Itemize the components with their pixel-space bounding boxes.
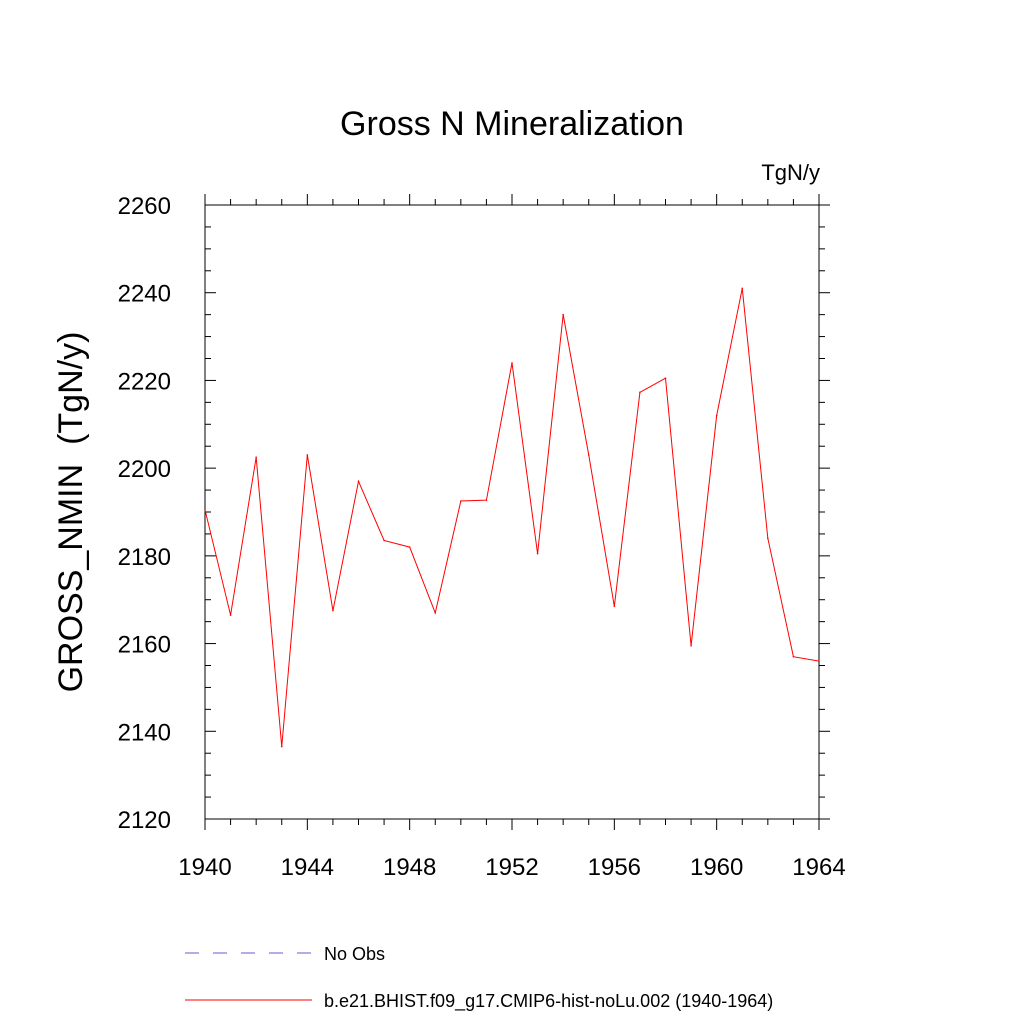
y-tick-label: 2140 — [118, 719, 171, 746]
x-tick-label: 1944 — [281, 854, 334, 881]
x-tick-label: 1940 — [178, 854, 231, 881]
x-tick-label: 1956 — [588, 854, 641, 881]
axis-ticks: 1940 1944 1948 1952 1956 1960 1964 2120 2140 2160… — [118, 193, 846, 881]
data-point — [587, 454, 590, 456]
x-tick-label: 1964 — [792, 854, 845, 881]
chart-title: Gross N Mineralization — [340, 105, 684, 143]
legend-label: No Obs — [324, 944, 385, 964]
y-axis-label: GROSS_NMIN (TgN/y) — [52, 332, 90, 693]
data-point — [767, 537, 769, 540]
y-tick-label: 2200 — [118, 456, 171, 483]
data-point — [204, 509, 206, 511]
y-tick-label: 2260 — [118, 193, 171, 220]
x-tick-label: 1960 — [690, 854, 743, 881]
data-point — [613, 605, 616, 608]
data-point — [357, 480, 360, 483]
data-point — [536, 552, 539, 555]
y-tick-label: 2240 — [118, 281, 171, 308]
data-point — [715, 414, 718, 417]
data-point — [664, 377, 667, 380]
y-tick-label: 2220 — [118, 368, 171, 395]
x-tick-label: 1948 — [383, 854, 436, 881]
data-point — [792, 655, 795, 658]
plot-frame — [204, 204, 820, 820]
data-point — [818, 660, 820, 662]
data-point — [690, 644, 692, 647]
data-point — [639, 391, 641, 394]
y-tick-label: 2180 — [118, 544, 171, 571]
data-point — [485, 499, 488, 501]
data-point — [255, 456, 257, 458]
data-point — [280, 745, 283, 748]
x-tick-label: 1952 — [485, 854, 538, 881]
data-point — [229, 614, 232, 616]
y-tick-label: 2160 — [118, 632, 171, 659]
data-point — [383, 539, 385, 542]
data-point — [741, 287, 744, 290]
data-point — [306, 454, 309, 456]
y-tick-label: 2120 — [118, 807, 171, 834]
data-point — [460, 500, 462, 502]
data-point — [562, 313, 564, 316]
series-layer — [204, 287, 820, 748]
data-point — [511, 362, 513, 364]
series-line — [204, 288, 820, 747]
data-point — [332, 609, 334, 612]
legend: No Obs b.e21.BHIST.f09_g17.CMIP6-hist-noL… — [185, 944, 773, 1012]
legend-label: b.e21.BHIST.f09_g17.CMIP6-hist-noLu.002 … — [324, 991, 773, 1012]
data-point — [408, 546, 411, 548]
data-point — [434, 612, 437, 614]
units-label: TgN/y — [761, 160, 820, 185]
